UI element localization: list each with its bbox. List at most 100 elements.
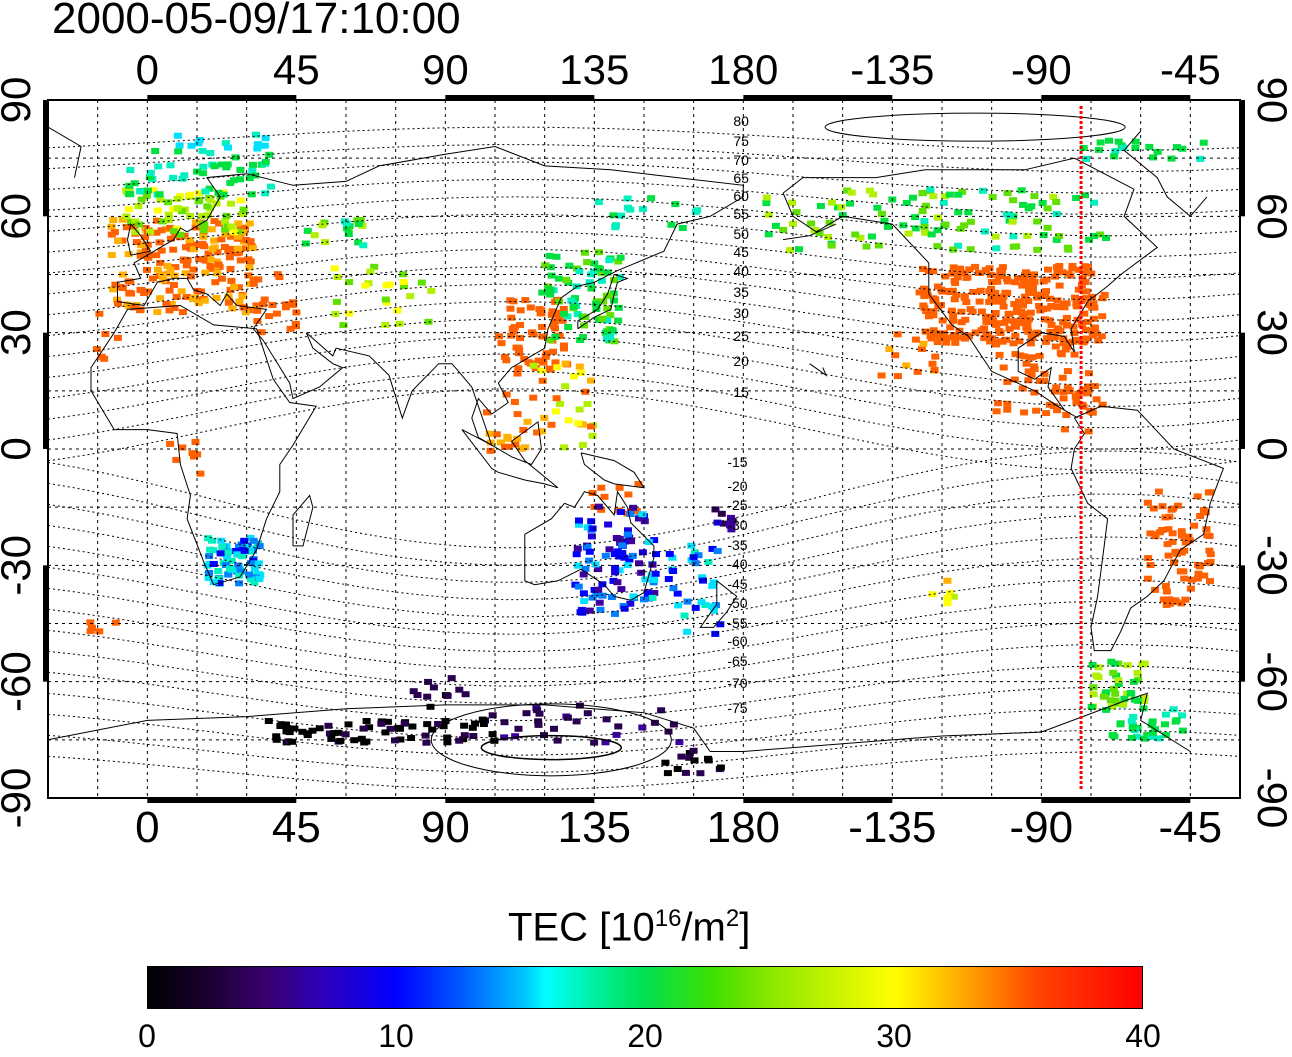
tec-sample — [1164, 552, 1173, 559]
tec-sample — [383, 718, 392, 725]
tec-sample — [919, 302, 928, 309]
contour-line — [47, 472, 1241, 566]
tec-sample — [945, 191, 954, 198]
tec-sample — [1169, 505, 1178, 512]
tec-sample — [1017, 187, 1026, 194]
tec-sample — [492, 431, 501, 438]
tec-sample — [583, 401, 592, 407]
contour-line — [47, 353, 1241, 429]
tec-sample — [1003, 406, 1012, 413]
tec-sample — [1029, 290, 1037, 297]
tec-sample — [514, 365, 523, 372]
tec-sample — [137, 242, 146, 249]
tec-sample — [572, 551, 581, 558]
frame-bar — [1041, 95, 1191, 100]
tec-sample — [461, 691, 470, 698]
tec-sample — [788, 199, 797, 206]
contour-label: 20 — [733, 353, 749, 369]
tec-sample — [381, 321, 390, 328]
tec-sample — [382, 299, 391, 306]
tec-sample — [1161, 583, 1170, 589]
tec-sample — [424, 318, 433, 325]
contour-label: -70 — [727, 675, 747, 691]
tec-sample — [964, 209, 973, 216]
tec-sample — [217, 275, 226, 282]
tec-sample — [298, 728, 307, 735]
tec-sample — [1026, 340, 1035, 347]
tec-sample — [650, 590, 659, 596]
tec-sample — [236, 197, 245, 204]
tec-sample — [218, 543, 227, 550]
tec-sample — [236, 568, 245, 575]
tec-sample — [235, 580, 244, 587]
tec-sample — [1064, 244, 1072, 251]
contour-label: 40 — [733, 263, 749, 279]
tec-sample — [95, 310, 104, 317]
tec-sample — [129, 223, 138, 230]
tec-sample — [166, 440, 175, 447]
tec-sample — [342, 225, 351, 232]
tec-sample — [455, 737, 464, 744]
tec-sample — [1038, 200, 1047, 206]
tec-sample — [1158, 527, 1167, 533]
tec-sample — [1050, 334, 1059, 341]
tec-sample — [547, 272, 556, 279]
tec-sample — [1039, 278, 1048, 285]
tec-sample — [946, 324, 955, 331]
tec-sample — [1102, 235, 1110, 241]
contour-line — [47, 144, 1241, 173]
tec-sample — [354, 239, 363, 246]
tec-sample — [591, 561, 600, 568]
tec-sample — [640, 518, 649, 525]
tec-sample — [1009, 340, 1018, 347]
tec-sample — [1190, 522, 1199, 529]
tec-sample — [154, 163, 163, 170]
tec-sample — [260, 296, 269, 303]
tec-sample — [200, 297, 209, 304]
tec-sample — [169, 206, 178, 213]
tec-sample — [156, 196, 165, 203]
contour-label: 65 — [733, 170, 749, 186]
coastline — [292, 494, 314, 547]
tec-sample — [233, 551, 242, 558]
tec-sample — [1032, 407, 1041, 414]
tec-sample — [460, 732, 469, 739]
tec-sample — [366, 268, 375, 275]
tec-sample — [303, 730, 312, 737]
tec-sample — [597, 270, 606, 277]
tec-sample — [947, 307, 956, 314]
tec-sample — [960, 294, 969, 301]
tec-sample — [693, 207, 702, 214]
tec-sample — [1005, 325, 1014, 332]
tec-sample — [1058, 269, 1067, 276]
tec-sample — [1063, 344, 1072, 350]
tec-sample — [381, 296, 390, 303]
tec-sample — [1041, 293, 1049, 299]
contour-label: 15 — [733, 384, 749, 400]
tec-sample — [516, 322, 525, 328]
tec-sample — [179, 256, 188, 263]
tec-sample — [616, 254, 625, 261]
tec-sample — [683, 598, 692, 605]
tec-sample — [988, 313, 997, 320]
tec-sample — [1018, 302, 1027, 309]
tec-sample — [511, 733, 520, 740]
tec-sample — [224, 299, 233, 306]
tec-sample — [272, 310, 281, 317]
tec-sample — [1200, 572, 1209, 579]
tec-sample — [615, 553, 624, 560]
pole-oval — [430, 703, 672, 777]
tec-sample — [226, 200, 235, 207]
tec-sample — [546, 366, 555, 373]
coastline — [90, 304, 318, 586]
tec-sample — [569, 303, 578, 310]
tec-sample — [1025, 354, 1034, 361]
tec-sample — [235, 298, 244, 305]
tec-sample — [1072, 195, 1081, 201]
tec-sample — [1164, 526, 1173, 533]
tec-sample — [538, 289, 547, 296]
tec-sample — [427, 287, 436, 294]
tec-sample — [921, 229, 930, 236]
tec-sample — [627, 538, 636, 545]
tec-sample — [587, 285, 596, 292]
